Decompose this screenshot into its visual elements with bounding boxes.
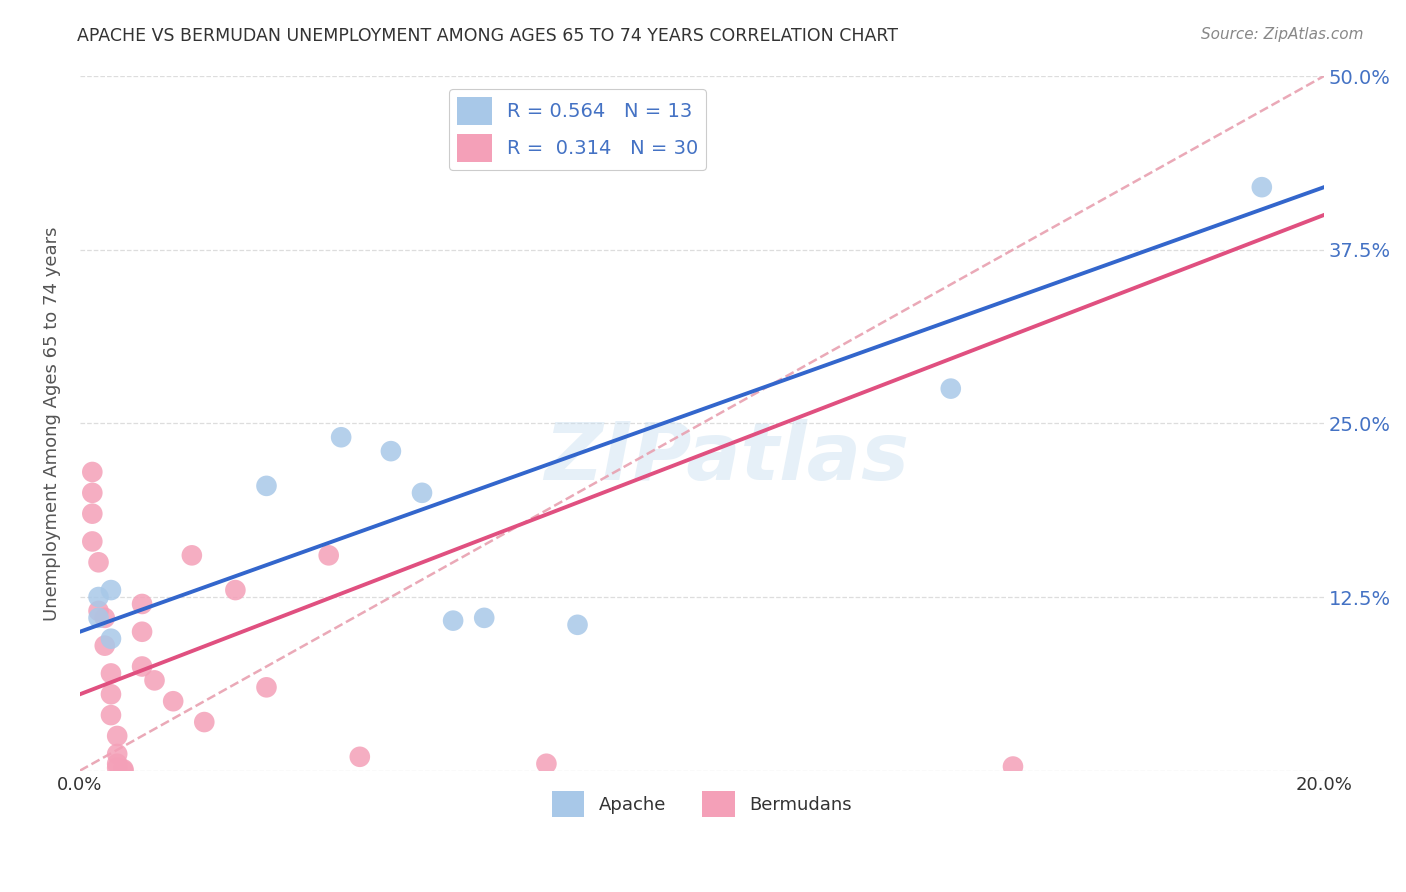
Point: [472, 611, 495, 625]
Point: [100, 583, 122, 598]
Point: [87, 555, 110, 569]
Point: [567, 617, 589, 632]
Point: [939, 382, 962, 396]
Point: [380, 444, 402, 458]
Point: [112, 762, 135, 776]
Point: [536, 756, 558, 771]
Point: [318, 549, 340, 563]
Legend: Apache, Bermudans: Apache, Bermudans: [544, 784, 859, 824]
Point: [131, 597, 153, 611]
Point: [100, 687, 122, 701]
Point: [82, 507, 104, 521]
Point: [193, 714, 215, 729]
Point: [180, 549, 202, 563]
Point: [112, 764, 135, 778]
Point: [100, 708, 122, 723]
Point: [256, 479, 278, 493]
Text: APACHE VS BERMUDAN UNEMPLOYMENT AMONG AGES 65 TO 74 YEARS CORRELATION CHART: APACHE VS BERMUDAN UNEMPLOYMENT AMONG AG…: [77, 27, 898, 45]
Point: [87, 604, 110, 618]
Point: [82, 465, 104, 479]
Point: [94, 611, 117, 625]
Point: [100, 632, 122, 646]
Point: [224, 583, 246, 598]
Point: [82, 534, 104, 549]
Point: [349, 749, 371, 764]
Point: [330, 430, 353, 444]
Point: [87, 590, 110, 604]
Point: [131, 624, 153, 639]
Point: [1250, 180, 1272, 194]
Point: [1001, 759, 1024, 773]
Point: [105, 761, 128, 775]
Point: [411, 485, 433, 500]
Text: Source: ZipAtlas.com: Source: ZipAtlas.com: [1201, 27, 1364, 42]
Text: ZIPatlas: ZIPatlas: [544, 419, 910, 497]
Point: [441, 614, 464, 628]
Y-axis label: Unemployment Among Ages 65 to 74 years: Unemployment Among Ages 65 to 74 years: [44, 226, 60, 621]
Point: [105, 747, 128, 761]
Point: [105, 756, 128, 771]
Point: [82, 485, 104, 500]
Point: [87, 611, 110, 625]
Point: [94, 639, 117, 653]
Point: [256, 681, 278, 695]
Point: [143, 673, 166, 688]
Point: [105, 729, 128, 743]
Point: [162, 694, 184, 708]
Point: [100, 666, 122, 681]
Point: [131, 659, 153, 673]
